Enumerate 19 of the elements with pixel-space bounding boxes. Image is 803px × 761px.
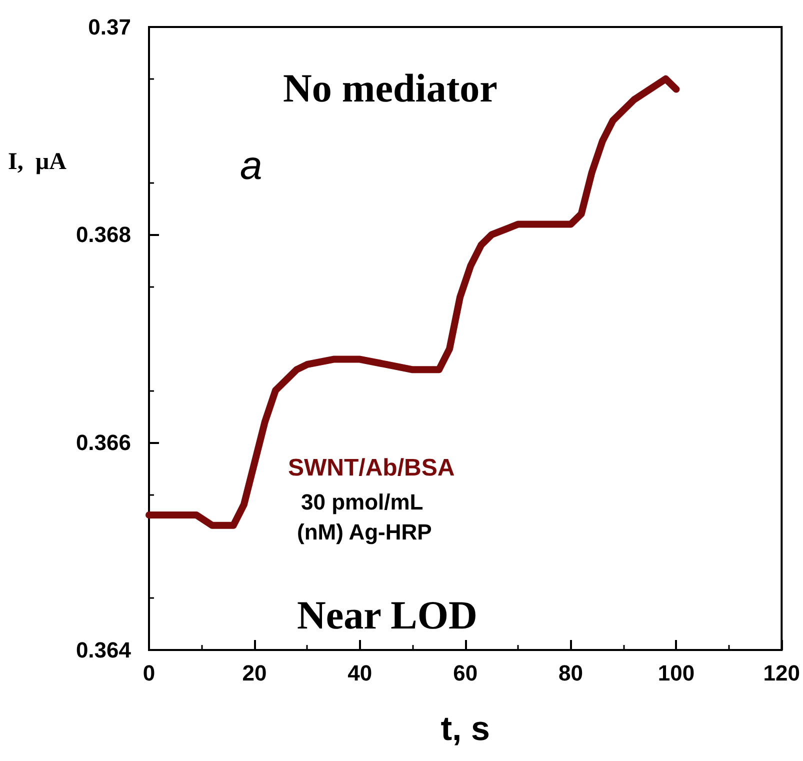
y-tick-label: 0.368 bbox=[76, 222, 131, 248]
x-tick-label: 20 bbox=[242, 660, 267, 686]
annotation: No mediator bbox=[283, 66, 498, 110]
x-tick-label: 0 bbox=[142, 660, 156, 686]
x-tick-label: 60 bbox=[453, 660, 478, 686]
annotation: 30 pmol/mL bbox=[301, 490, 424, 514]
x-tick-label: 120 bbox=[763, 660, 800, 686]
y-axis-title: I, µA bbox=[8, 149, 68, 175]
y-tick-label: 0.366 bbox=[76, 430, 131, 455]
x-axis-title: t, s bbox=[440, 710, 490, 748]
y-tick-label: 0.37 bbox=[88, 14, 131, 40]
x-tick-label: 40 bbox=[348, 660, 372, 686]
x-tick-label: 80 bbox=[558, 660, 584, 686]
annotation: SWNT/Ab/BSA bbox=[288, 454, 455, 482]
y-tick-label: 0.364 bbox=[76, 638, 132, 662]
annotation: (nM) Ag-HRP bbox=[297, 520, 432, 544]
x-tick-label: 100 bbox=[658, 660, 695, 686]
annotation: Near LOD bbox=[297, 592, 478, 638]
annotation: a bbox=[240, 144, 262, 188]
